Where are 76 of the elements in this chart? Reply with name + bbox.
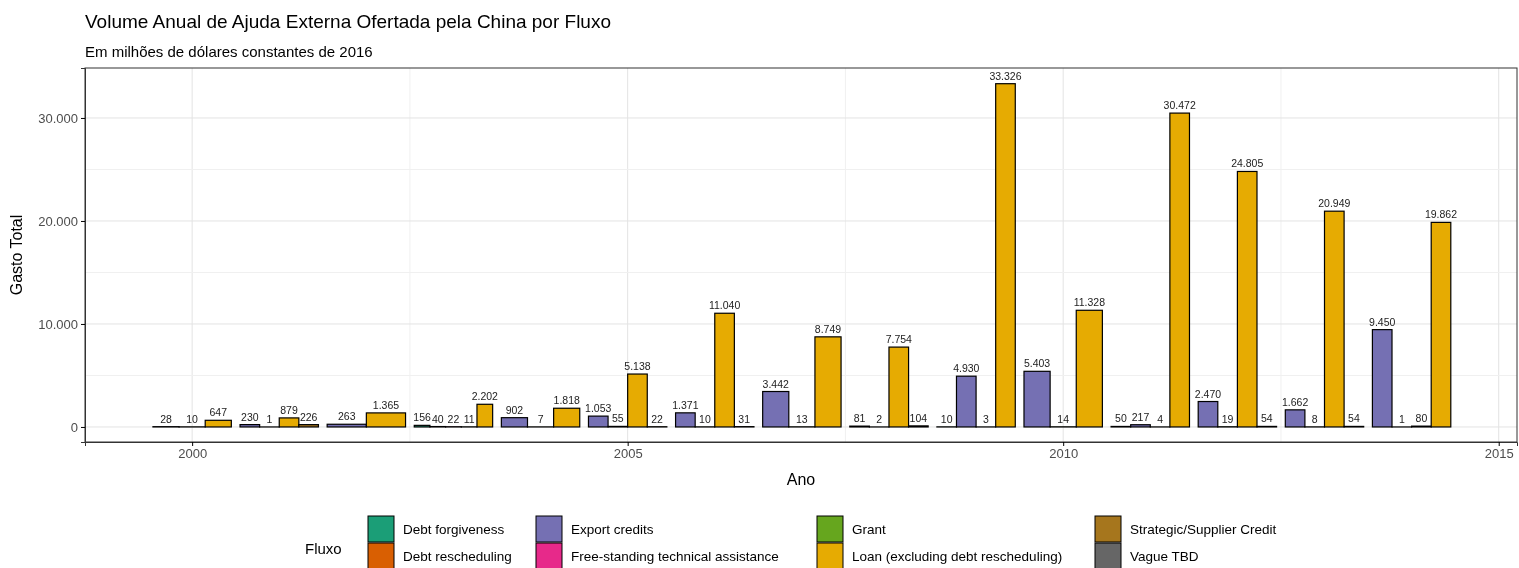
data-label: 3 xyxy=(982,412,989,425)
x-tick-label: 2000 xyxy=(178,446,208,462)
chart-subtitle: Em milhões de dólares constantes de 2016 xyxy=(85,43,373,60)
data-label: 879 xyxy=(280,403,298,416)
x-tick-label: 2010 xyxy=(1049,446,1079,462)
data-label: 11 xyxy=(463,412,475,425)
data-label: 217 xyxy=(1131,410,1150,423)
data-label: 1.371 xyxy=(672,398,699,411)
data-label: 80 xyxy=(1415,412,1428,425)
data-label: 9.450 xyxy=(1369,315,1396,328)
data-label: 30.472 xyxy=(1163,99,1196,112)
data-label: 11.040 xyxy=(708,299,741,312)
data-label: 5.138 xyxy=(624,360,651,373)
data-label: 2.470 xyxy=(1194,387,1222,400)
data-label: 19.862 xyxy=(1424,208,1458,221)
data-label: 10 xyxy=(699,412,711,425)
legend-label: Loan (excluding debt rescheduling) xyxy=(852,549,1063,564)
data-label: 20.949 xyxy=(1318,197,1351,210)
legend-label: Grant xyxy=(852,522,887,537)
data-label: 263 xyxy=(337,410,356,423)
y-tick-label: 20.000 xyxy=(38,213,78,229)
legend-label: Vague TBD xyxy=(1130,549,1199,564)
data-label: 22 xyxy=(651,412,664,425)
data-label: 7.754 xyxy=(885,333,913,346)
data-label: 55 xyxy=(612,412,624,425)
data-label: 28 xyxy=(160,412,172,425)
data-label: 10 xyxy=(186,412,199,425)
data-label: 22 xyxy=(447,412,460,425)
data-label: 4.930 xyxy=(953,362,980,375)
data-label: 104 xyxy=(909,411,928,424)
data-label: 19 xyxy=(1221,412,1234,425)
data-label: 647 xyxy=(209,406,228,419)
data-label: 14 xyxy=(1057,412,1070,425)
data-label: 54 xyxy=(1348,412,1360,425)
data-label: 1.662 xyxy=(1281,395,1309,408)
data-label: 156 xyxy=(413,411,432,424)
data-label: 7 xyxy=(537,412,544,425)
data-label: 902 xyxy=(505,403,524,416)
data-label: 1.053 xyxy=(585,402,612,415)
chart-title: Volume Anual de Ajuda Externa Ofertada pela China por Fluxo xyxy=(85,11,612,32)
legend-label: Free-standing technical assistance xyxy=(571,549,779,564)
data-label: 1 xyxy=(1398,412,1405,425)
data-label: 24.805 xyxy=(1231,157,1264,170)
data-label: 81 xyxy=(853,412,866,425)
data-label: 11.328 xyxy=(1073,296,1106,309)
data-label: 4 xyxy=(1157,412,1164,425)
x-axis-title: Ano xyxy=(786,471,816,488)
x-tick-label: 2005 xyxy=(613,446,643,462)
data-label: 50 xyxy=(1115,412,1127,425)
data-label: 1.818 xyxy=(553,394,580,407)
y-tick-label: 30.000 xyxy=(38,110,78,126)
data-label: 2 xyxy=(876,412,883,425)
data-label: 230 xyxy=(241,410,259,423)
data-label: 33.326 xyxy=(989,69,1022,82)
data-label: 1 xyxy=(266,412,273,425)
data-label: 13 xyxy=(796,412,808,425)
data-label: 226 xyxy=(299,410,318,423)
legend-label: Debt forgiveness xyxy=(403,522,505,537)
legend-label: Export credits xyxy=(571,522,654,537)
data-label: 8 xyxy=(1311,412,1318,425)
y-axis-title: Gasto Total xyxy=(8,214,25,296)
data-label: 2.202 xyxy=(471,390,499,403)
data-label: 31 xyxy=(738,412,751,425)
data-label: 8.749 xyxy=(814,322,842,335)
legend-title: Fluxo xyxy=(305,540,342,557)
data-label: 5.403 xyxy=(1023,357,1051,370)
data-label: 10 xyxy=(940,412,953,425)
y-tick-label: 10.000 xyxy=(38,316,78,332)
x-tick-label: 2015 xyxy=(1484,446,1514,462)
data-label: 54 xyxy=(1260,412,1273,425)
y-tick-label: 0 xyxy=(70,419,78,435)
data-label: 40 xyxy=(431,412,444,425)
legend-label: Strategic/Supplier Credit xyxy=(1130,522,1277,537)
data-label: 3.442 xyxy=(762,377,790,390)
data-label: 1.365 xyxy=(372,398,400,411)
legend-label: Debt rescheduling xyxy=(403,549,512,564)
